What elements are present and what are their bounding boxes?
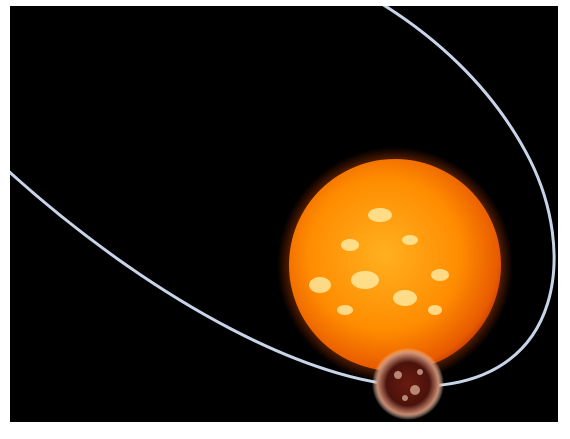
- orbit: [10, 6, 556, 388]
- star-spots: [309, 208, 449, 315]
- planet-spots: [394, 369, 423, 401]
- star: [289, 159, 501, 371]
- planet: [372, 348, 444, 420]
